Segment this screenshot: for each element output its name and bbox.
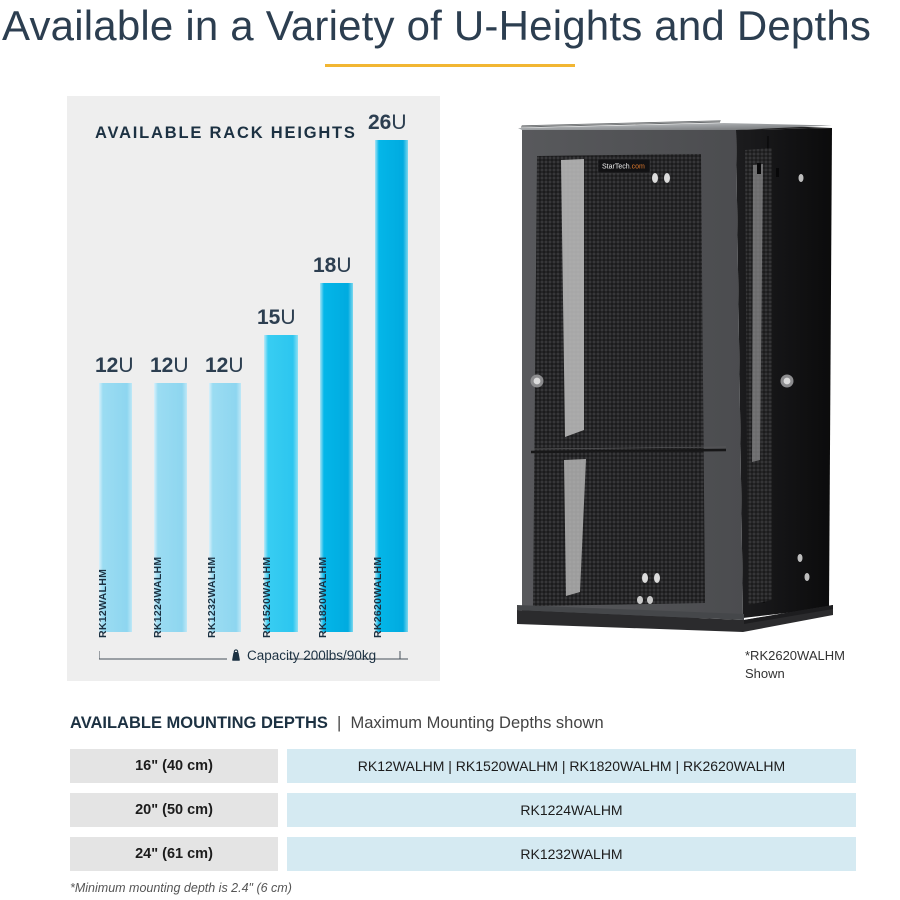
svg-text:StarTech.com: StarTech.com bbox=[602, 164, 645, 171]
